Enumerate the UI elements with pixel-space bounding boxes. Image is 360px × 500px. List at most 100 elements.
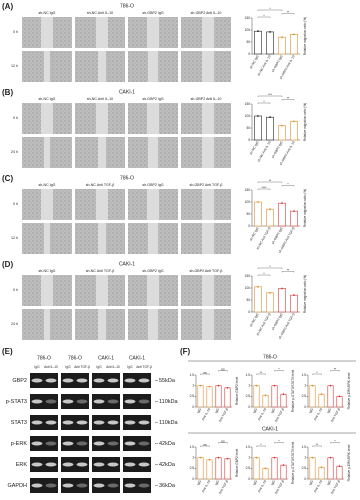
sig-label: * xyxy=(263,100,265,104)
wound-gap xyxy=(41,189,53,220)
blot-strip xyxy=(61,478,89,493)
blot-band xyxy=(45,483,57,488)
blot-band xyxy=(45,399,57,404)
bar-dot xyxy=(293,33,295,36)
category-label: IgG xyxy=(326,407,332,414)
wound-gap xyxy=(44,51,50,82)
blot-band xyxy=(107,378,119,383)
bar-dot xyxy=(281,124,283,127)
blot-band xyxy=(107,483,119,488)
bar xyxy=(197,457,204,480)
sig-bracket xyxy=(281,99,295,101)
blot-band xyxy=(107,420,119,425)
column-label: sh-GBP2 IgG xyxy=(142,269,164,273)
y-tick-label: 150 xyxy=(245,16,251,20)
sig-bracket xyxy=(274,442,284,444)
bar xyxy=(309,385,316,408)
y-tick-label: 100 xyxy=(245,28,251,32)
wound-gap xyxy=(148,223,158,254)
bar-dot xyxy=(281,36,283,39)
wound-gap xyxy=(147,189,159,220)
panel-label: (C) xyxy=(2,174,13,183)
wound-gap xyxy=(202,189,214,220)
y-axis-label: Relative GBP2 level xyxy=(235,377,239,406)
wound-gap xyxy=(41,275,53,306)
blot-band xyxy=(45,378,57,383)
sig-label: * xyxy=(334,439,336,443)
cell-line: CAKI-1 xyxy=(119,89,135,95)
bar-dot xyxy=(257,115,259,117)
bar-dot xyxy=(293,294,295,297)
sig-bracket xyxy=(274,370,284,372)
blot-band xyxy=(93,462,105,467)
bar xyxy=(206,459,213,480)
cell-line: CAKI-1 xyxy=(119,261,135,267)
bar xyxy=(224,387,231,408)
row-label: 0 h xyxy=(13,116,18,120)
blot-band xyxy=(93,483,105,488)
y-tick-label: 100 xyxy=(245,200,251,204)
marker-label: 42kDa xyxy=(159,462,176,468)
category-label: sh-NC IgG xyxy=(249,54,260,69)
blot-band xyxy=(93,378,105,383)
y-tick-label: 0.5 xyxy=(246,394,251,398)
y-tick-label: 0 xyxy=(248,405,250,409)
sig-bracket xyxy=(257,188,271,190)
blot-strip xyxy=(92,436,120,451)
blot-band xyxy=(31,462,43,467)
sig-bracket xyxy=(257,95,283,97)
blot-strip xyxy=(30,373,58,388)
sig-label: ** xyxy=(260,371,263,375)
sig-label: ** xyxy=(316,443,319,447)
blot-band xyxy=(45,420,57,425)
bar-dot xyxy=(269,31,271,33)
blot-band xyxy=(45,441,57,446)
y-axis-label: Relative migration ratio (%) xyxy=(303,189,307,227)
bar-dot xyxy=(269,208,271,211)
bar-dot xyxy=(199,456,202,459)
y-axis-label: Relative migration ratio (%) xyxy=(303,275,307,313)
panel-label: (D) xyxy=(2,260,13,269)
blot-band xyxy=(138,441,150,446)
blot-band xyxy=(124,483,136,488)
y-tick-label: 1.5 xyxy=(302,373,307,377)
marker-label: 55kDa xyxy=(159,378,176,384)
row-label: 24 h xyxy=(11,322,18,326)
category-label: Anti TGF-β xyxy=(274,407,285,423)
sig-label: * xyxy=(260,443,262,447)
panel-label: (A) xyxy=(2,2,13,11)
bar xyxy=(271,457,278,480)
panel-label: (E) xyxy=(2,347,13,356)
wound-gap xyxy=(202,103,214,134)
category-label: sh-NC IgG xyxy=(249,140,260,155)
blot-band xyxy=(138,378,150,383)
blot-band xyxy=(93,441,105,446)
y-axis-label: Relative p-ERK/ERK level xyxy=(347,372,351,409)
sig-label: ns xyxy=(203,371,207,375)
category-label: sh-NC IgG xyxy=(249,226,260,241)
sig-label: ns xyxy=(221,367,225,371)
blot-band xyxy=(76,378,88,383)
blot-strip xyxy=(92,478,120,493)
sig-bracket xyxy=(330,442,340,444)
bar xyxy=(336,396,343,408)
bar-dot xyxy=(311,456,314,459)
blot-strip xyxy=(123,415,151,430)
blot-band xyxy=(107,462,119,467)
wound-gap xyxy=(202,223,214,254)
bar-dot xyxy=(320,393,323,396)
y-tick-label: 0 xyxy=(248,224,250,228)
y-tick-label: 50 xyxy=(246,40,250,44)
bar-dot xyxy=(226,386,229,389)
blot-band xyxy=(138,399,150,404)
y-tick-label: 150 xyxy=(245,102,251,106)
blot-band xyxy=(76,441,88,446)
bar-dot xyxy=(311,384,314,387)
sig-bracket xyxy=(218,370,228,372)
bar-dot xyxy=(282,393,285,396)
panel-label: (F) xyxy=(180,347,191,356)
column-label: sh-GBP2 IgG xyxy=(142,11,164,15)
bar-dot xyxy=(320,466,323,469)
category-label: sh-GBP2 IgG xyxy=(271,140,284,159)
bar-dot xyxy=(329,456,332,459)
